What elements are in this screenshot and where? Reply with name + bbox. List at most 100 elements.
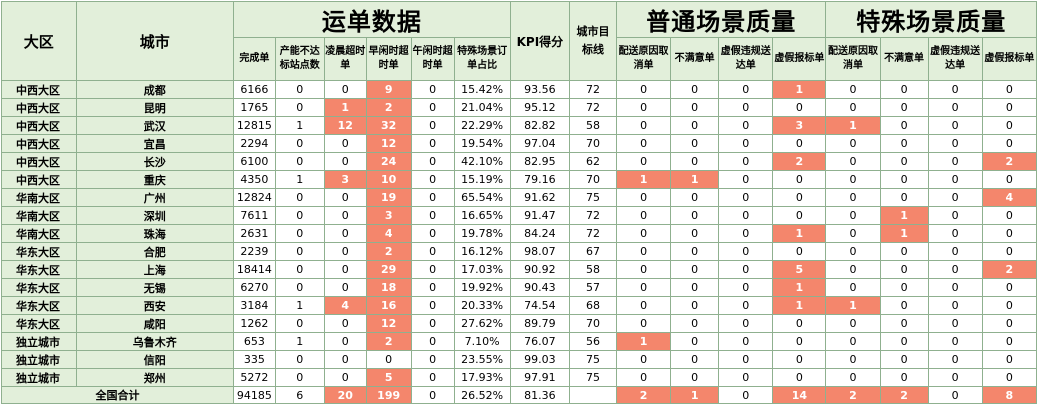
value-cell: 0: [718, 116, 774, 135]
value-cell: 0: [825, 206, 881, 225]
value-cell: 95.12: [509, 98, 571, 117]
value-cell: 0: [615, 98, 672, 117]
value-cell: 0: [615, 350, 672, 369]
header-special-group: 特殊场景质量: [825, 1, 1037, 38]
value-cell: 0: [670, 224, 720, 243]
normal-col-header: 配送原因取消单: [615, 37, 672, 81]
value-cell: 97.04: [509, 134, 571, 153]
value-cell: 0: [879, 80, 929, 99]
value-cell: 0: [670, 242, 720, 261]
value-cell: 0: [718, 80, 774, 99]
value-cell: 0: [825, 224, 881, 243]
value-cell: 0: [825, 242, 881, 261]
total-value-cell: 2: [879, 386, 929, 404]
value-cell: 93.56: [509, 80, 571, 99]
value-cell: 0: [718, 188, 774, 207]
value-cell: 0: [274, 224, 325, 243]
value-cell: 4: [323, 296, 367, 315]
value-cell: 0: [410, 80, 455, 99]
header-normal-group: 普通场景质量: [615, 1, 827, 38]
value-cell: 5: [772, 260, 827, 279]
value-cell: 1: [274, 116, 325, 135]
value-cell: 0: [927, 116, 983, 135]
value-cell: 0: [825, 152, 881, 171]
value-cell: 0: [615, 314, 672, 333]
city-cell: 长沙: [75, 152, 234, 171]
value-cell: 0: [670, 296, 720, 315]
value-cell: 2: [981, 260, 1038, 279]
value-cell: 18414: [232, 260, 276, 279]
value-cell: 0: [323, 314, 367, 333]
value-cell: 72: [569, 224, 617, 243]
city-cell: 合肥: [75, 242, 234, 261]
normal-col-header: 虚假违规送达单: [718, 37, 774, 81]
value-cell: 0: [927, 242, 983, 261]
city-cell: 西安: [75, 296, 234, 315]
value-cell: 24: [365, 152, 412, 171]
total-value-cell: 8: [981, 386, 1038, 404]
value-cell: 0: [927, 278, 983, 297]
value-cell: 1: [772, 278, 827, 297]
value-cell: 0: [927, 296, 983, 315]
value-cell: 0: [670, 260, 720, 279]
value-cell: 0: [879, 260, 929, 279]
value-cell: 19.78%: [453, 224, 511, 243]
value-cell: 0: [274, 134, 325, 153]
value-cell: 0: [718, 368, 774, 387]
value-cell: 0: [410, 206, 455, 225]
value-cell: 0: [410, 188, 455, 207]
value-cell: 15.42%: [453, 80, 511, 99]
table-row: 独立城市 乌鲁木齐 653 1 0 2 0 7.10% 76.07 56 1 0 0 0 0 0 0 0: [1, 332, 1038, 351]
value-cell: 3: [365, 206, 412, 225]
value-cell: 16.12%: [453, 242, 511, 261]
value-cell: 0: [981, 80, 1038, 99]
ops-col-header: 产能不达标站点数: [274, 37, 325, 81]
city-cell: 广州: [75, 188, 234, 207]
area-cell: 中西大区: [1, 98, 77, 117]
value-cell: 0: [615, 116, 672, 135]
value-cell: 0: [879, 116, 929, 135]
value-cell: 0: [981, 98, 1038, 117]
normal-col-header: 虚假报标单: [772, 37, 827, 81]
value-cell: 65.54%: [453, 188, 511, 207]
value-cell: 0: [981, 206, 1038, 225]
table-row: 中西大区 成都 6166 0 0 9 0 15.42% 93.56 72 0 0 0 1 0 0 0 0: [1, 80, 1038, 99]
special-col-header: 虚假违规送达单: [927, 37, 983, 81]
area-cell: 华东大区: [1, 278, 77, 297]
value-cell: 0: [274, 206, 325, 225]
value-cell: 0: [981, 242, 1038, 261]
value-cell: 0: [718, 296, 774, 315]
value-cell: 2: [365, 332, 412, 351]
area-cell: 华东大区: [1, 296, 77, 315]
value-cell: 0: [615, 152, 672, 171]
value-cell: 2294: [232, 134, 276, 153]
value-cell: 62: [569, 152, 617, 171]
value-cell: 1: [879, 224, 929, 243]
value-cell: 0: [825, 260, 881, 279]
value-cell: 0: [615, 296, 672, 315]
value-cell: 4: [981, 188, 1038, 207]
value-cell: 0: [670, 98, 720, 117]
value-cell: 22.29%: [453, 116, 511, 135]
value-cell: 1: [772, 296, 827, 315]
value-cell: 2239: [232, 242, 276, 261]
value-cell: 0: [323, 206, 367, 225]
value-cell: 0: [274, 278, 325, 297]
area-cell: 中西大区: [1, 80, 77, 99]
area-cell: 华东大区: [1, 260, 77, 279]
value-cell: 0: [274, 152, 325, 171]
table-row: 华东大区 咸阳 1262 0 0 12 0 27.62% 89.79 70 0 0 0 0 0 0 0 0: [1, 314, 1038, 333]
value-cell: 2: [365, 98, 412, 117]
value-cell: 0: [718, 332, 774, 351]
value-cell: 0: [772, 368, 827, 387]
value-cell: 0: [879, 152, 929, 171]
value-cell: 0: [772, 188, 827, 207]
value-cell: 0: [670, 152, 720, 171]
value-cell: 0: [323, 152, 367, 171]
value-cell: 0: [670, 206, 720, 225]
value-cell: 0: [670, 368, 720, 387]
value-cell: 0: [323, 260, 367, 279]
value-cell: 0: [410, 170, 455, 189]
value-cell: 70: [569, 314, 617, 333]
value-cell: 12: [323, 116, 367, 135]
